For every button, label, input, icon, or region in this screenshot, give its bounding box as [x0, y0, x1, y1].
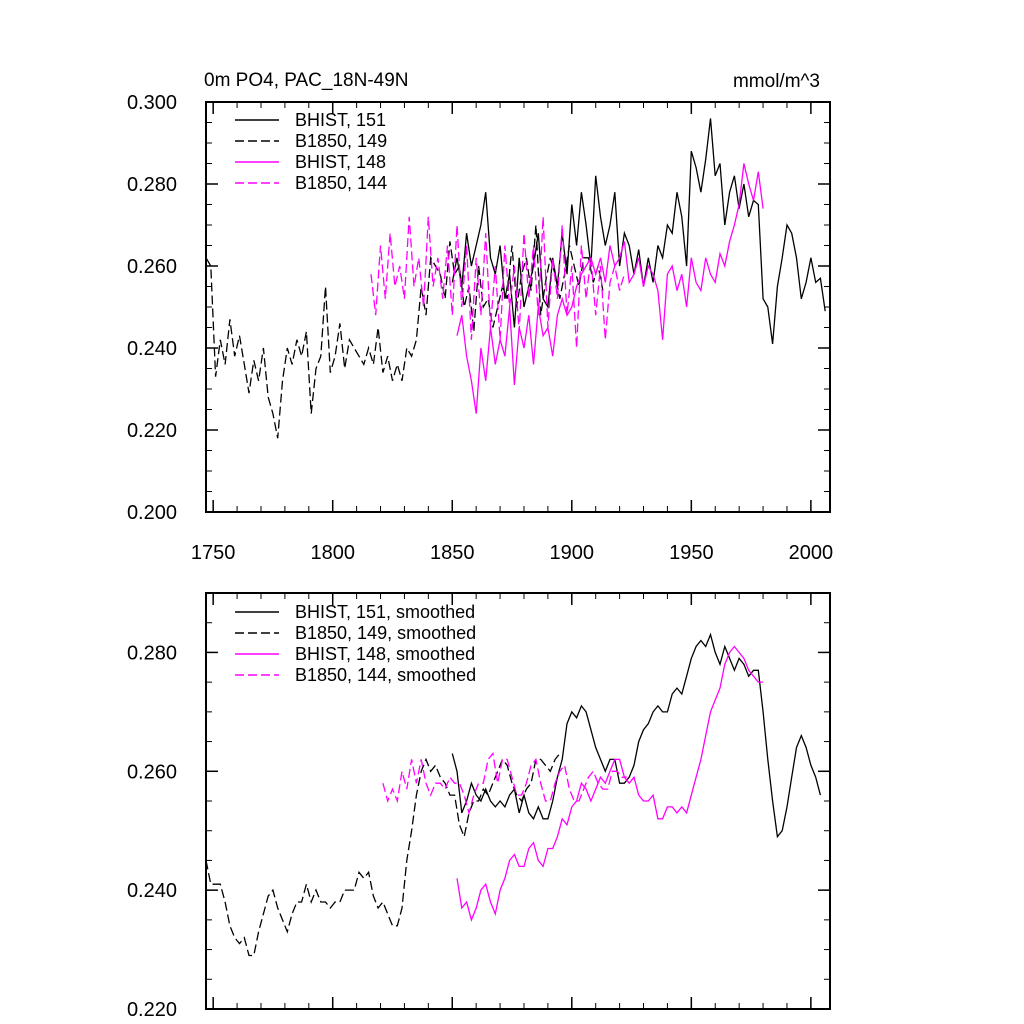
bot-legend-label-1: B1850, 149, smoothed: [295, 623, 476, 643]
top-legend-label-3: B1850, 144: [295, 173, 387, 193]
top-xtick-label: 1900: [550, 542, 595, 564]
bot-ytick-label: 0.260: [127, 761, 177, 783]
bot-ytick-label: 0.280: [127, 642, 177, 664]
top-legend-label-2: BHIST, 148: [295, 152, 386, 172]
top-axis-ticks: 0.200 0.220 0.240 0.260 0.280 0.300 1750 1800 18…: [127, 92, 833, 564]
bot-ytick-label: 0.240: [127, 880, 177, 902]
top-xtick-label: 1850: [430, 542, 475, 564]
top-chart-title: 0m PO4, PAC_18N-49N: [204, 70, 409, 91]
bot-series-line-2: [456, 645, 764, 922]
bot-series-line-1: [205, 753, 561, 957]
top-series-group: [205, 118, 826, 439]
top-ytick-label: 0.240: [127, 338, 177, 360]
bot-series-line-0: [451, 632, 822, 839]
top-xtick-label: 1750: [191, 542, 236, 564]
top-xtick-label: 2000: [789, 542, 834, 564]
top-chart-units: mmol/m^3: [733, 71, 820, 92]
bot-legend-label-2: BHIST, 148, smoothed: [295, 644, 475, 664]
top-ytick-label: 0.280: [127, 174, 177, 196]
top-xtick-label: 1950: [669, 542, 714, 564]
top-ytick-label: 0.260: [127, 256, 177, 278]
bottom-chart: 0.220 0.240 0.260 0.280 BHIST, 151, smoothe…: [127, 592, 831, 1021]
top-legend-label-0: BHIST, 151: [295, 110, 386, 130]
bot-legend-label-3: B1850, 144, smoothed: [295, 665, 476, 685]
top-series-line-1: [205, 224, 604, 439]
top-ytick-label: 0.220: [127, 420, 177, 442]
bot-legend-label-0: BHIST, 151, smoothed: [295, 602, 475, 622]
top-legend-label-1: B1850, 149: [295, 131, 387, 151]
bottom-axis-ticks: 0.220 0.240 0.260 0.280: [127, 592, 830, 1021]
top-xtick-label: 1800: [310, 542, 355, 564]
top-ytick-label: 0.300: [127, 92, 177, 114]
top-series-line-3: [370, 216, 626, 349]
bottom-series-group: [205, 632, 822, 957]
top-ytick-label: 0.200: [127, 502, 177, 524]
bot-ytick-label: 0.220: [127, 999, 177, 1021]
top-series-line-2: [456, 163, 764, 414]
top-chart: 0m PO4, PAC_18N-49N mmol/m^3 0.2000.2200…: [127, 70, 833, 564]
top-series-line-0: [451, 118, 826, 344]
bot-series-line-3: [382, 751, 627, 816]
